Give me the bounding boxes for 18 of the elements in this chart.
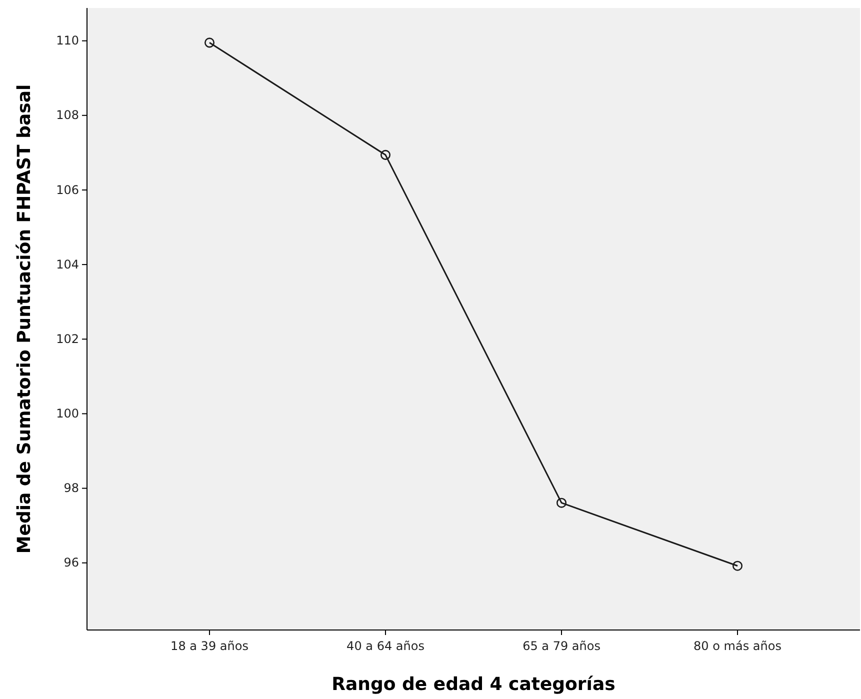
x-tick-label: 65 a 79 años	[522, 639, 600, 653]
x-axis-title: Rango de edad 4 categorías	[332, 674, 616, 695]
point	[732, 560, 743, 571]
point	[380, 150, 391, 160]
y-tick-label: 96	[64, 556, 79, 570]
x-tick-label: 40 a 64 años	[346, 639, 424, 653]
y-tick-label: 108	[56, 108, 79, 122]
y-tick-label: 98	[64, 481, 79, 496]
y-tick-label: 104	[56, 257, 79, 272]
y-tick-label: 110	[56, 34, 79, 48]
y-tick-label: 102	[56, 332, 79, 346]
y-tick-label: 100	[56, 406, 79, 421]
y-axis-title: Media de Sumatorio Puntuación FHPAST basal	[14, 84, 35, 554]
point	[556, 498, 567, 508]
x-tick-label: 80 o más años	[694, 639, 782, 653]
point	[204, 38, 215, 48]
y-tick-label: 106	[56, 182, 79, 197]
x-tick-label: 18 a 39 años	[170, 639, 248, 653]
